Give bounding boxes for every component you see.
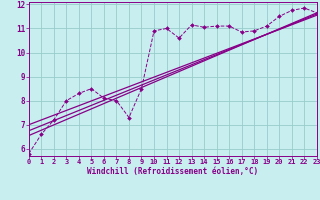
X-axis label: Windchill (Refroidissement éolien,°C): Windchill (Refroidissement éolien,°C) — [87, 167, 258, 176]
